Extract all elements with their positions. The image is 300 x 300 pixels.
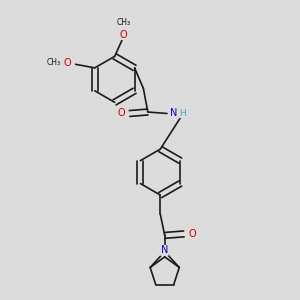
Text: CH₃: CH₃ xyxy=(46,58,60,67)
Text: N: N xyxy=(161,245,168,255)
Text: O: O xyxy=(64,58,71,68)
Text: O: O xyxy=(117,109,125,118)
Text: H: H xyxy=(179,109,186,118)
Text: N: N xyxy=(170,108,177,118)
Text: O: O xyxy=(189,229,196,239)
Text: O: O xyxy=(120,30,127,40)
Text: CH₃: CH₃ xyxy=(116,18,130,27)
